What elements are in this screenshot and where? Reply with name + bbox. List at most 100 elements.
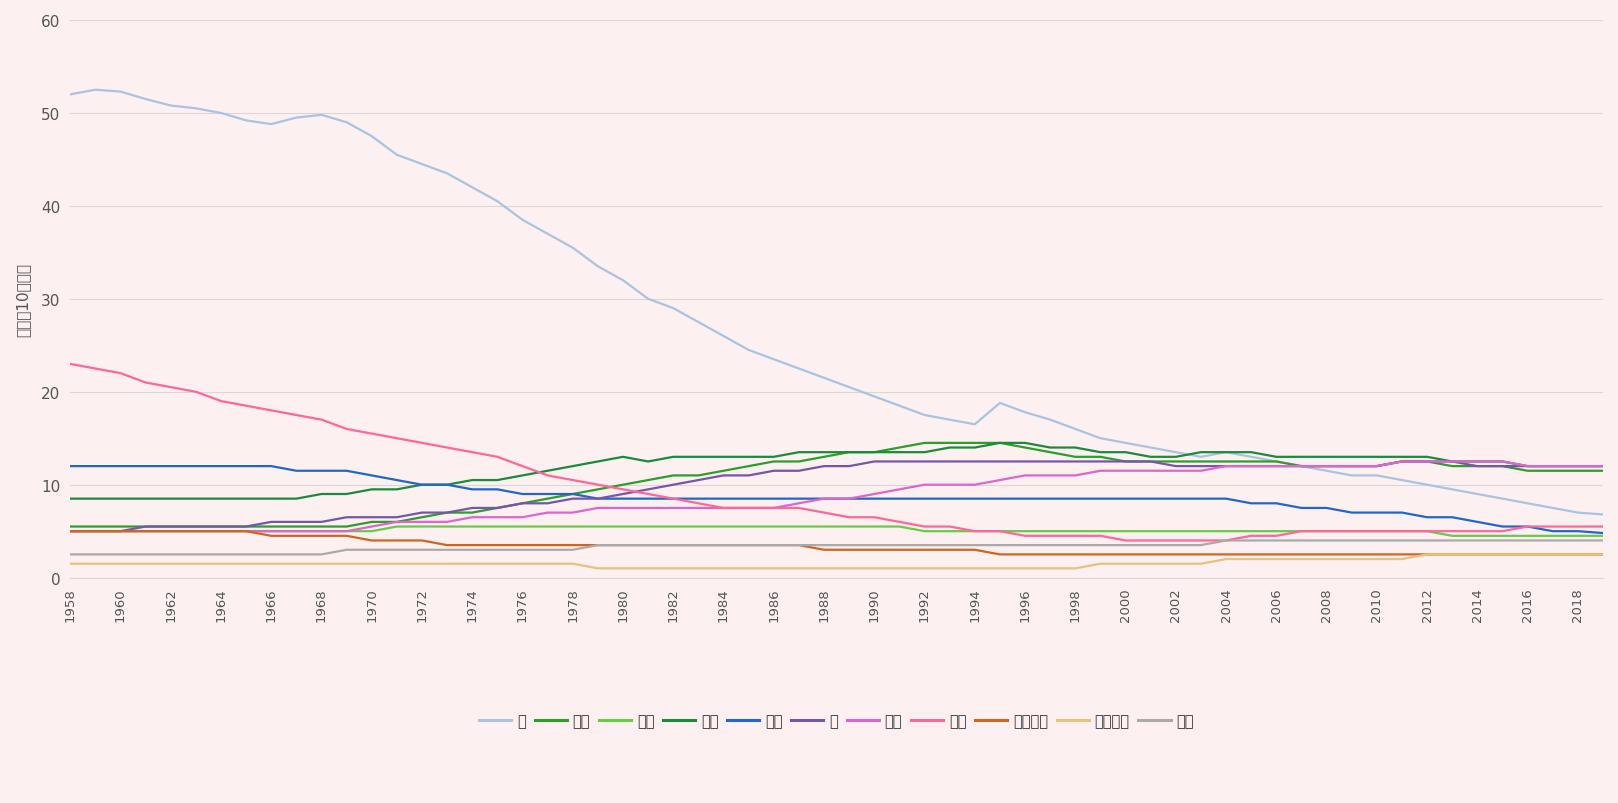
肺 [814,462,833,471]
結腥 [1016,443,1036,453]
Line: 子宮颢部: 子宮颢部 [70,532,1603,555]
子宮体部 [1417,550,1437,560]
Line: 肝臓: 肝臓 [70,467,1603,533]
肝臓 [463,485,482,495]
胃 [1594,510,1613,520]
大腥 [1594,462,1613,471]
肺 [864,457,883,467]
卵巣 [1417,536,1437,545]
結腥 [1417,457,1437,467]
子宮体部 [1594,550,1613,560]
Line: 直腥: 直腥 [70,527,1603,536]
直腥 [840,522,859,532]
乳房 [186,527,205,536]
子宮体部 [60,559,79,569]
結腥 [1594,467,1613,476]
肺 [60,527,79,536]
Line: 子宮: 子宮 [70,365,1603,540]
子宮体部 [186,559,205,569]
Y-axis label: （人口10万対）: （人口10万対） [15,263,31,336]
乳房 [463,513,482,523]
直腥 [1443,532,1463,541]
Line: 胃: 胃 [70,91,1603,515]
肝臓 [186,462,205,471]
直腥 [387,522,406,532]
子宮体部 [589,564,608,573]
肝臓 [1391,508,1411,518]
子宮 [1594,522,1613,532]
大腥 [362,485,382,495]
乳房 [1391,457,1411,467]
直腥 [1417,527,1437,536]
子宮颢部 [1417,550,1437,560]
大腥 [463,475,482,485]
胃 [1016,408,1036,418]
乳房 [990,475,1010,485]
子宮 [463,448,482,458]
肝臓 [1594,528,1613,538]
子宮颢部 [1016,550,1036,560]
Line: 卵巣: 卵巣 [70,540,1603,555]
子宮 [362,430,382,439]
子宮颢部 [362,536,382,545]
子宮体部 [463,559,482,569]
乳房 [814,494,833,503]
Line: 肺: 肺 [70,462,1603,532]
Legend: 胃, 結腥, 直腥, 大腥, 肝臓, 肺, 乳房, 子宮, 子宮颢部, 子宮体部, 卵巣: 胃, 結腥, 直腥, 大腥, 肝臓, 肺, 乳房, 子宮, 子宮颢部, 子宮体部… [474,707,1199,735]
結腥 [914,438,934,448]
肺 [362,513,382,523]
結腥 [362,517,382,527]
肝臓 [362,471,382,481]
肺 [1417,457,1437,467]
子宮体部 [362,559,382,569]
子宮颢部 [186,527,205,536]
胃 [840,383,859,393]
卵巣 [362,545,382,555]
子宮颢部 [60,527,79,536]
直腥 [60,527,79,536]
乳房 [362,522,382,532]
直腥 [362,527,382,536]
胃 [387,151,406,161]
胃 [86,86,105,96]
乳房 [1417,457,1437,467]
子宮 [186,388,205,397]
子宮 [60,360,79,369]
直腥 [186,527,205,536]
Line: 子宮体部: 子宮体部 [70,555,1603,569]
肺 [463,503,482,513]
胃 [60,91,79,100]
結腥 [463,508,482,518]
大腥 [1016,438,1036,448]
結腥 [814,452,833,462]
肝臓 [1568,527,1587,536]
Line: 結腥: 結腥 [70,443,1603,527]
肺 [1016,457,1036,467]
Line: 大腥: 大腥 [70,443,1603,499]
子宮体部 [840,564,859,573]
子宮颢部 [463,540,482,550]
子宮 [1417,527,1437,536]
卵巣 [1594,536,1613,545]
乳房 [60,527,79,536]
卵巣 [60,550,79,560]
子宮颢部 [990,550,1010,560]
肺 [186,522,205,532]
卵巣 [186,550,205,560]
子宮颢部 [814,545,833,555]
胃 [1417,480,1437,490]
直腥 [1594,532,1613,541]
乳房 [1594,462,1613,471]
卵巣 [463,545,482,555]
直腥 [1016,527,1036,536]
子宮 [1116,536,1136,545]
卵巣 [814,540,833,550]
結腥 [186,522,205,532]
大腥 [1417,452,1437,462]
子宮颢部 [1594,550,1613,560]
子宮 [990,527,1010,536]
子宮体部 [1443,550,1463,560]
直腥 [487,522,506,532]
胃 [212,109,231,119]
大腥 [60,494,79,503]
